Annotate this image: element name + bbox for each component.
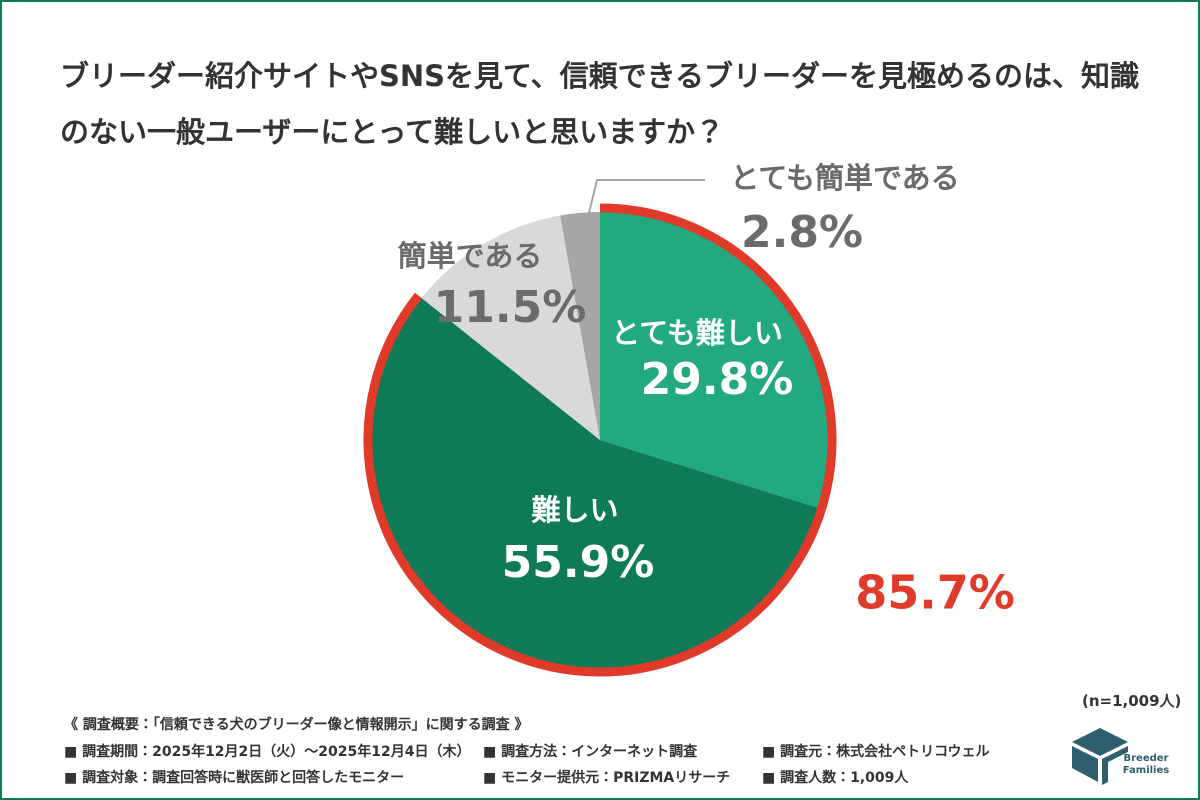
logo-icon xyxy=(1072,728,1128,785)
value-label: 11.5% xyxy=(434,282,587,333)
sample-size: (n=1,009人) xyxy=(1082,692,1182,710)
highlight-arc xyxy=(363,203,837,677)
note: ■ 調査元：株式会社ペトリコウェル xyxy=(762,744,990,760)
value-label: 29.8% xyxy=(641,354,794,405)
logo-text: Breeder xyxy=(1124,753,1169,764)
pie-slice xyxy=(371,298,818,669)
note: ■ 調査期間：2025年12月2日（火）～2025年12月4日（木） xyxy=(64,744,471,760)
note: ■ モニター提供元：PRIZMAリサーチ xyxy=(483,770,731,786)
slice-label: とても難しい xyxy=(611,316,783,350)
value-label: 2.8% xyxy=(741,207,863,258)
pie-slice xyxy=(421,215,600,440)
note: ■ 調査対象：調査回答時に獣医師と回答したモニター xyxy=(64,770,405,786)
note: ■ 調査方法：インターネット調査 xyxy=(483,744,698,760)
slice-label: とても簡単である xyxy=(730,161,959,195)
pie-slice xyxy=(600,212,828,508)
note: 《 調査概要：「信頼できる犬のブリーダー像と情報開示」に関する調査 》 xyxy=(64,717,529,733)
chart-title: ブリーダー紹介サイトやSNSを見て、信頼できるブリーダーを見極めるのは、知識のな… xyxy=(60,59,1140,149)
value-label: 55.9% xyxy=(502,537,655,588)
highlight-label: 85.7% xyxy=(855,566,1015,620)
note: ■ 調査人数：1,009人 xyxy=(762,770,909,786)
slice-label: 難しい xyxy=(530,493,618,527)
slice-label: 簡単である xyxy=(398,239,543,273)
pie-slice xyxy=(560,212,600,440)
logo-text: Families xyxy=(1123,765,1169,776)
leader-line xyxy=(588,179,705,214)
